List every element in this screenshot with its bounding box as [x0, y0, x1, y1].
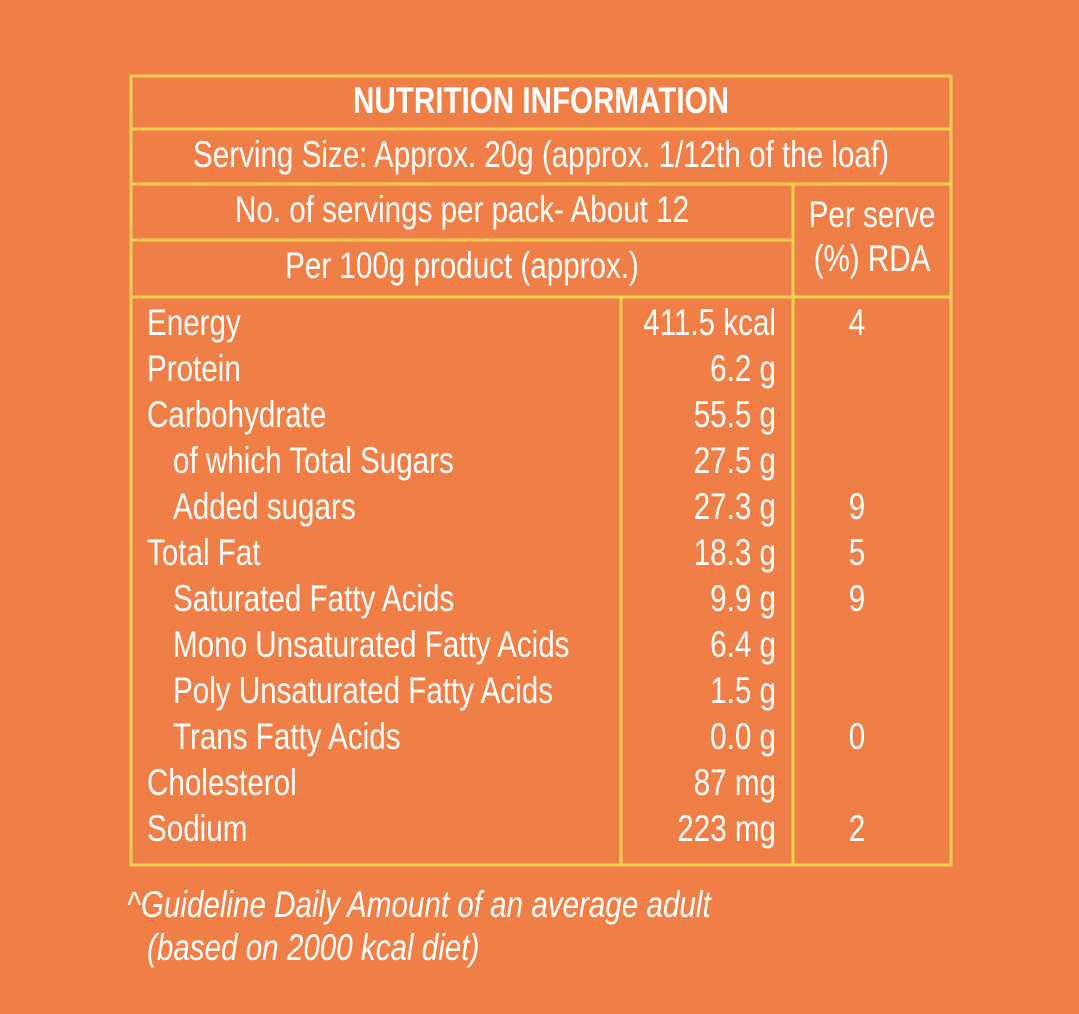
nutrient-amount: 9.9 g	[710, 579, 776, 620]
nutrient-name: Sodium	[147, 809, 247, 850]
table-title: NUTRITION INFORMATION	[353, 81, 729, 122]
nutrient-amount: 223 mg	[677, 809, 776, 850]
footnote: ^Guideline Daily Amount of an average ad…	[127, 885, 712, 926]
nutrient-name: Mono Unsaturated Fatty Acids	[173, 625, 569, 666]
rda-value: 5	[849, 533, 865, 574]
nutrient-amount: 411.5 kcal	[643, 303, 776, 344]
nutrient-amount: 6.2 g	[710, 349, 776, 390]
nutrient-name: Protein	[147, 349, 241, 390]
nutrient-amount: 6.4 g	[710, 625, 776, 666]
nutrient-amount: 87 mg	[694, 763, 776, 804]
rda-value: 9	[849, 579, 865, 620]
nutrient-name: Energy	[147, 303, 241, 344]
nutrient-amount: 18.3 g	[694, 533, 776, 574]
nutrient-amount: 55.5 g	[694, 395, 776, 436]
nutrient-name: of which Total Sugars	[173, 441, 454, 482]
rda-value: 0	[849, 717, 865, 758]
rda-header: (%) RDA	[814, 239, 931, 280]
nutrient-amount: 0.0 g	[710, 717, 776, 758]
serving-size: Serving Size: Approx. 20g (approx. 1/12t…	[193, 135, 889, 176]
nutrient-name: Trans Fatty Acids	[173, 717, 401, 758]
nutrient-amount: 27.5 g	[694, 441, 776, 482]
nutrient-amount: 1.5 g	[710, 671, 776, 712]
nutrient-name: Saturated Fatty Acids	[173, 579, 454, 620]
servings-per-pack: No. of servings per pack- About 12	[235, 190, 689, 231]
rda-header: Per serve	[809, 195, 936, 236]
rda-value: 9	[849, 487, 865, 528]
nutrient-name: Poly Unsaturated Fatty Acids	[173, 671, 553, 712]
per-100g-header: Per 100g product (approx.)	[285, 246, 639, 287]
rda-value: 4	[849, 303, 865, 344]
nutrient-amount: 27.3 g	[694, 487, 776, 528]
nutrient-name: Cholesterol	[147, 763, 297, 804]
rda-value: 2	[849, 809, 865, 850]
nutrient-name: Carbohydrate	[147, 395, 326, 436]
table-border	[129, 74, 953, 867]
nutrient-name: Added sugars	[173, 487, 356, 528]
footnote: (based on 2000 kcal diet)	[147, 928, 479, 969]
nutrient-name: Total Fat	[147, 533, 261, 574]
